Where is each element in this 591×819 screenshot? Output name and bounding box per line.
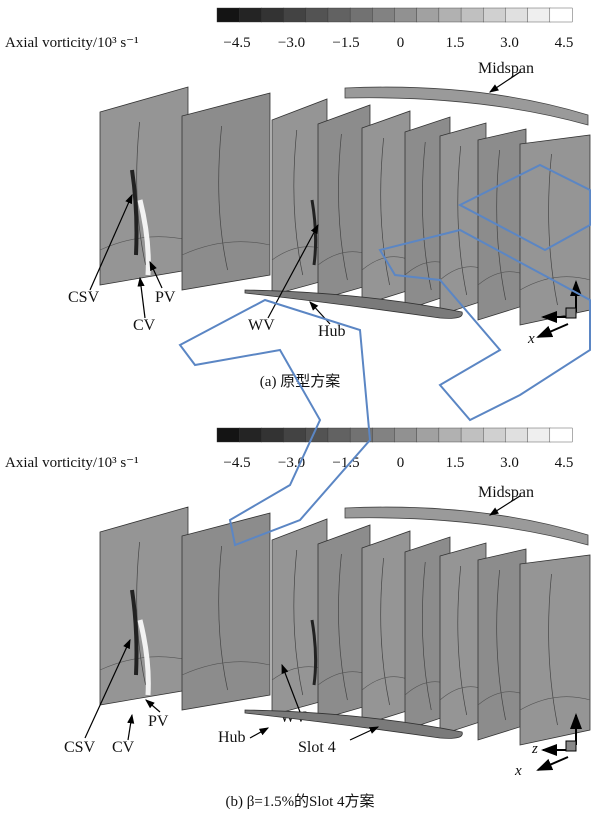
- colorbar-cell: [217, 428, 239, 442]
- colorbar-cell: [439, 8, 461, 22]
- colorbar-tick-label: −1.5: [332, 35, 359, 51]
- vorticity-slice: [362, 531, 410, 725]
- colorbar-tick-label: 0: [397, 35, 405, 51]
- colorbar-cell: [483, 8, 505, 22]
- annotation-arrow: [128, 715, 132, 740]
- axis-x: x: [527, 331, 535, 347]
- colorbar-label: Axial vorticity/10³ s⁻¹: [5, 35, 139, 51]
- cv-label: CV: [133, 317, 156, 334]
- colorbar-cell: [550, 428, 572, 442]
- axis-origin: [566, 308, 576, 318]
- axis-arrow: [538, 757, 568, 770]
- colorbar-cell: [261, 428, 283, 442]
- colorbar-cell: [439, 428, 461, 442]
- colorbar-cell: [372, 428, 394, 442]
- cv-label: CV: [112, 739, 135, 756]
- colorbar-cell: [350, 8, 372, 22]
- annotation-arrow: [146, 700, 160, 712]
- colorbar-tick-label: 0: [397, 455, 405, 471]
- colorbar-cell: [372, 8, 394, 22]
- slot-label: Slot 4: [298, 739, 336, 756]
- colorbar-cell: [550, 8, 572, 22]
- colorbar-tick-label: −4.5: [223, 35, 250, 51]
- vorticity-slice: [520, 555, 590, 745]
- colorbar-cell: [284, 8, 306, 22]
- colorbar-cell: [483, 428, 505, 442]
- midspan-label: Midspan: [478, 60, 534, 77]
- colorbar-tick-label: 3.0: [500, 35, 519, 51]
- colorbar-cell: [395, 8, 417, 22]
- annotation-arrow: [250, 728, 268, 738]
- colorbar-tick-label: 3.0: [500, 455, 519, 471]
- colorbar-cell: [239, 8, 261, 22]
- colorbar-cell: [505, 8, 527, 22]
- hub-label: Hub: [218, 729, 246, 746]
- panel-a: Axial vorticity/10³ s⁻¹ Midspan CSV CV P…: [5, 8, 590, 390]
- figure: Axial vorticity/10³ s⁻¹ Midspan CSV CV P…: [0, 0, 591, 819]
- colorbar-tick-label: 1.5: [446, 35, 465, 51]
- vorticity-slice: [100, 87, 188, 285]
- colorbar-cell: [505, 428, 527, 442]
- colorbar-tick-label: 4.5: [555, 35, 574, 51]
- caption: (b) β=1.5%的Slot 4方案: [225, 792, 374, 810]
- colorbar-cell: [461, 428, 483, 442]
- colorbar-cell: [239, 428, 261, 442]
- annotation-arrow: [310, 302, 330, 324]
- colorbar-tick-label: −4.5: [223, 455, 250, 471]
- colorbar-cell: [417, 8, 439, 22]
- colorbar-cell: [528, 8, 550, 22]
- midspan-surface: [345, 87, 588, 125]
- colorbar-tick-label: 4.5: [555, 455, 574, 471]
- vorticity-slice: [478, 549, 526, 740]
- colorbar-cell: [461, 8, 483, 22]
- annotation-arrow: [140, 278, 145, 318]
- colorbar-cell: [328, 8, 350, 22]
- colorbar-label: Axial vorticity/10³ s⁻¹: [5, 455, 139, 471]
- colorbar-cell: [306, 428, 328, 442]
- colorbar-cell: [328, 428, 350, 442]
- midspan-label: Midspan: [478, 484, 534, 501]
- annotation-arrow: [350, 727, 378, 740]
- vorticity-slice: [478, 129, 526, 320]
- colorbar-cell: [395, 428, 417, 442]
- colorbar-cell: [284, 428, 306, 442]
- axis-x: x: [514, 763, 522, 779]
- axis-arrow: [538, 324, 568, 337]
- colorbar-cell: [261, 8, 283, 22]
- panel-b: Axial vorticity/10³ s⁻¹ Midspan CSV CV P…: [5, 428, 590, 810]
- axis-origin: [566, 741, 576, 751]
- colorbar-cell: [217, 8, 239, 22]
- midspan-surface: [345, 507, 588, 545]
- caption: (a) 原型方案: [260, 372, 340, 390]
- colorbar-cell: [417, 428, 439, 442]
- axis-z: z: [531, 741, 538, 757]
- colorbar-tick-label: −3.0: [278, 35, 305, 51]
- colorbar-cell: [306, 8, 328, 22]
- colorbar-tick-label: 1.5: [446, 455, 465, 471]
- csv-label: CSV: [64, 739, 96, 756]
- wv-label: WV: [248, 317, 275, 334]
- colorbar-cell: [528, 428, 550, 442]
- hub-label: Hub: [318, 323, 346, 340]
- pv-label: PV: [148, 713, 169, 730]
- pv-label: PV: [155, 289, 176, 306]
- csv-label: CSV: [68, 289, 100, 306]
